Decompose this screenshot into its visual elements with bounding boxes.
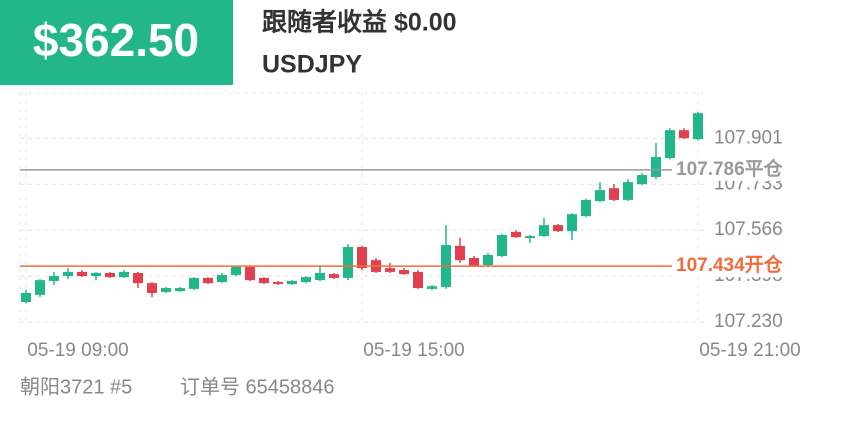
candle-body (553, 225, 563, 232)
candle-body (217, 274, 227, 283)
candle-body (469, 257, 479, 266)
candle-body (203, 277, 213, 284)
x-tick-label: 05-19 21:00 (699, 340, 800, 361)
candle-body (385, 268, 395, 272)
candle-body (455, 245, 465, 261)
candle-body (483, 254, 493, 266)
candle-body (287, 280, 297, 284)
amount: $362.50 (33, 14, 199, 66)
candle-body (147, 283, 157, 293)
candle-body (315, 273, 325, 281)
candle-body (693, 113, 703, 140)
candle-body (119, 271, 129, 278)
candle-body (49, 276, 59, 281)
candle-body (637, 175, 647, 185)
candle-body (133, 273, 143, 284)
candle-body (413, 271, 423, 289)
candle-body (567, 214, 577, 232)
order-number: 订单号 65458846 (180, 375, 335, 398)
candle-body (245, 266, 255, 281)
candle-body (525, 236, 535, 238)
candle-body (21, 292, 31, 303)
candle-body (427, 286, 437, 289)
candle-body (595, 190, 605, 202)
candle-body (175, 288, 185, 292)
candle-body (105, 273, 115, 278)
candle-body (301, 277, 311, 283)
candle-body (343, 247, 353, 278)
candle-body (189, 277, 199, 289)
amount-badge (0, 0, 233, 85)
candle-body (63, 271, 73, 277)
candle-body (329, 274, 339, 278)
candle-body (357, 247, 367, 269)
candle-body (497, 234, 507, 257)
y-tick-label: 107.901 (714, 127, 783, 148)
candle-body (273, 282, 283, 284)
price-label-bg (674, 158, 792, 181)
candle-body (609, 188, 619, 200)
candle-body (259, 277, 269, 284)
x-tick-label: 05-19 09:00 (27, 340, 128, 361)
candle-body (231, 266, 241, 275)
y-tick-label: 107.230 (714, 311, 783, 332)
symbol: USDJPY (262, 51, 362, 79)
price-line-label: 107.786平仓 (676, 157, 784, 180)
x-tick-label: 05-19 15:00 (363, 340, 464, 361)
candle-body (399, 270, 409, 275)
candle-body (651, 156, 661, 177)
follower-profit: 跟随者收益 $0.00 (262, 8, 457, 37)
candle-body (581, 199, 591, 217)
candle-body (77, 271, 87, 277)
candle-body (539, 225, 549, 237)
candle-body (679, 130, 689, 139)
price-line-label: 107.434开仓 (676, 253, 784, 276)
candle-body (91, 273, 101, 277)
candle-body (35, 280, 45, 295)
candle-body (161, 288, 171, 292)
candle-body (511, 231, 521, 238)
candle-body (665, 130, 675, 159)
account: 朝阳3721 #5 (20, 375, 132, 398)
candle-body (623, 182, 633, 200)
price-label-bg (674, 255, 792, 278)
y-tick-label: 107.566 (714, 219, 783, 240)
